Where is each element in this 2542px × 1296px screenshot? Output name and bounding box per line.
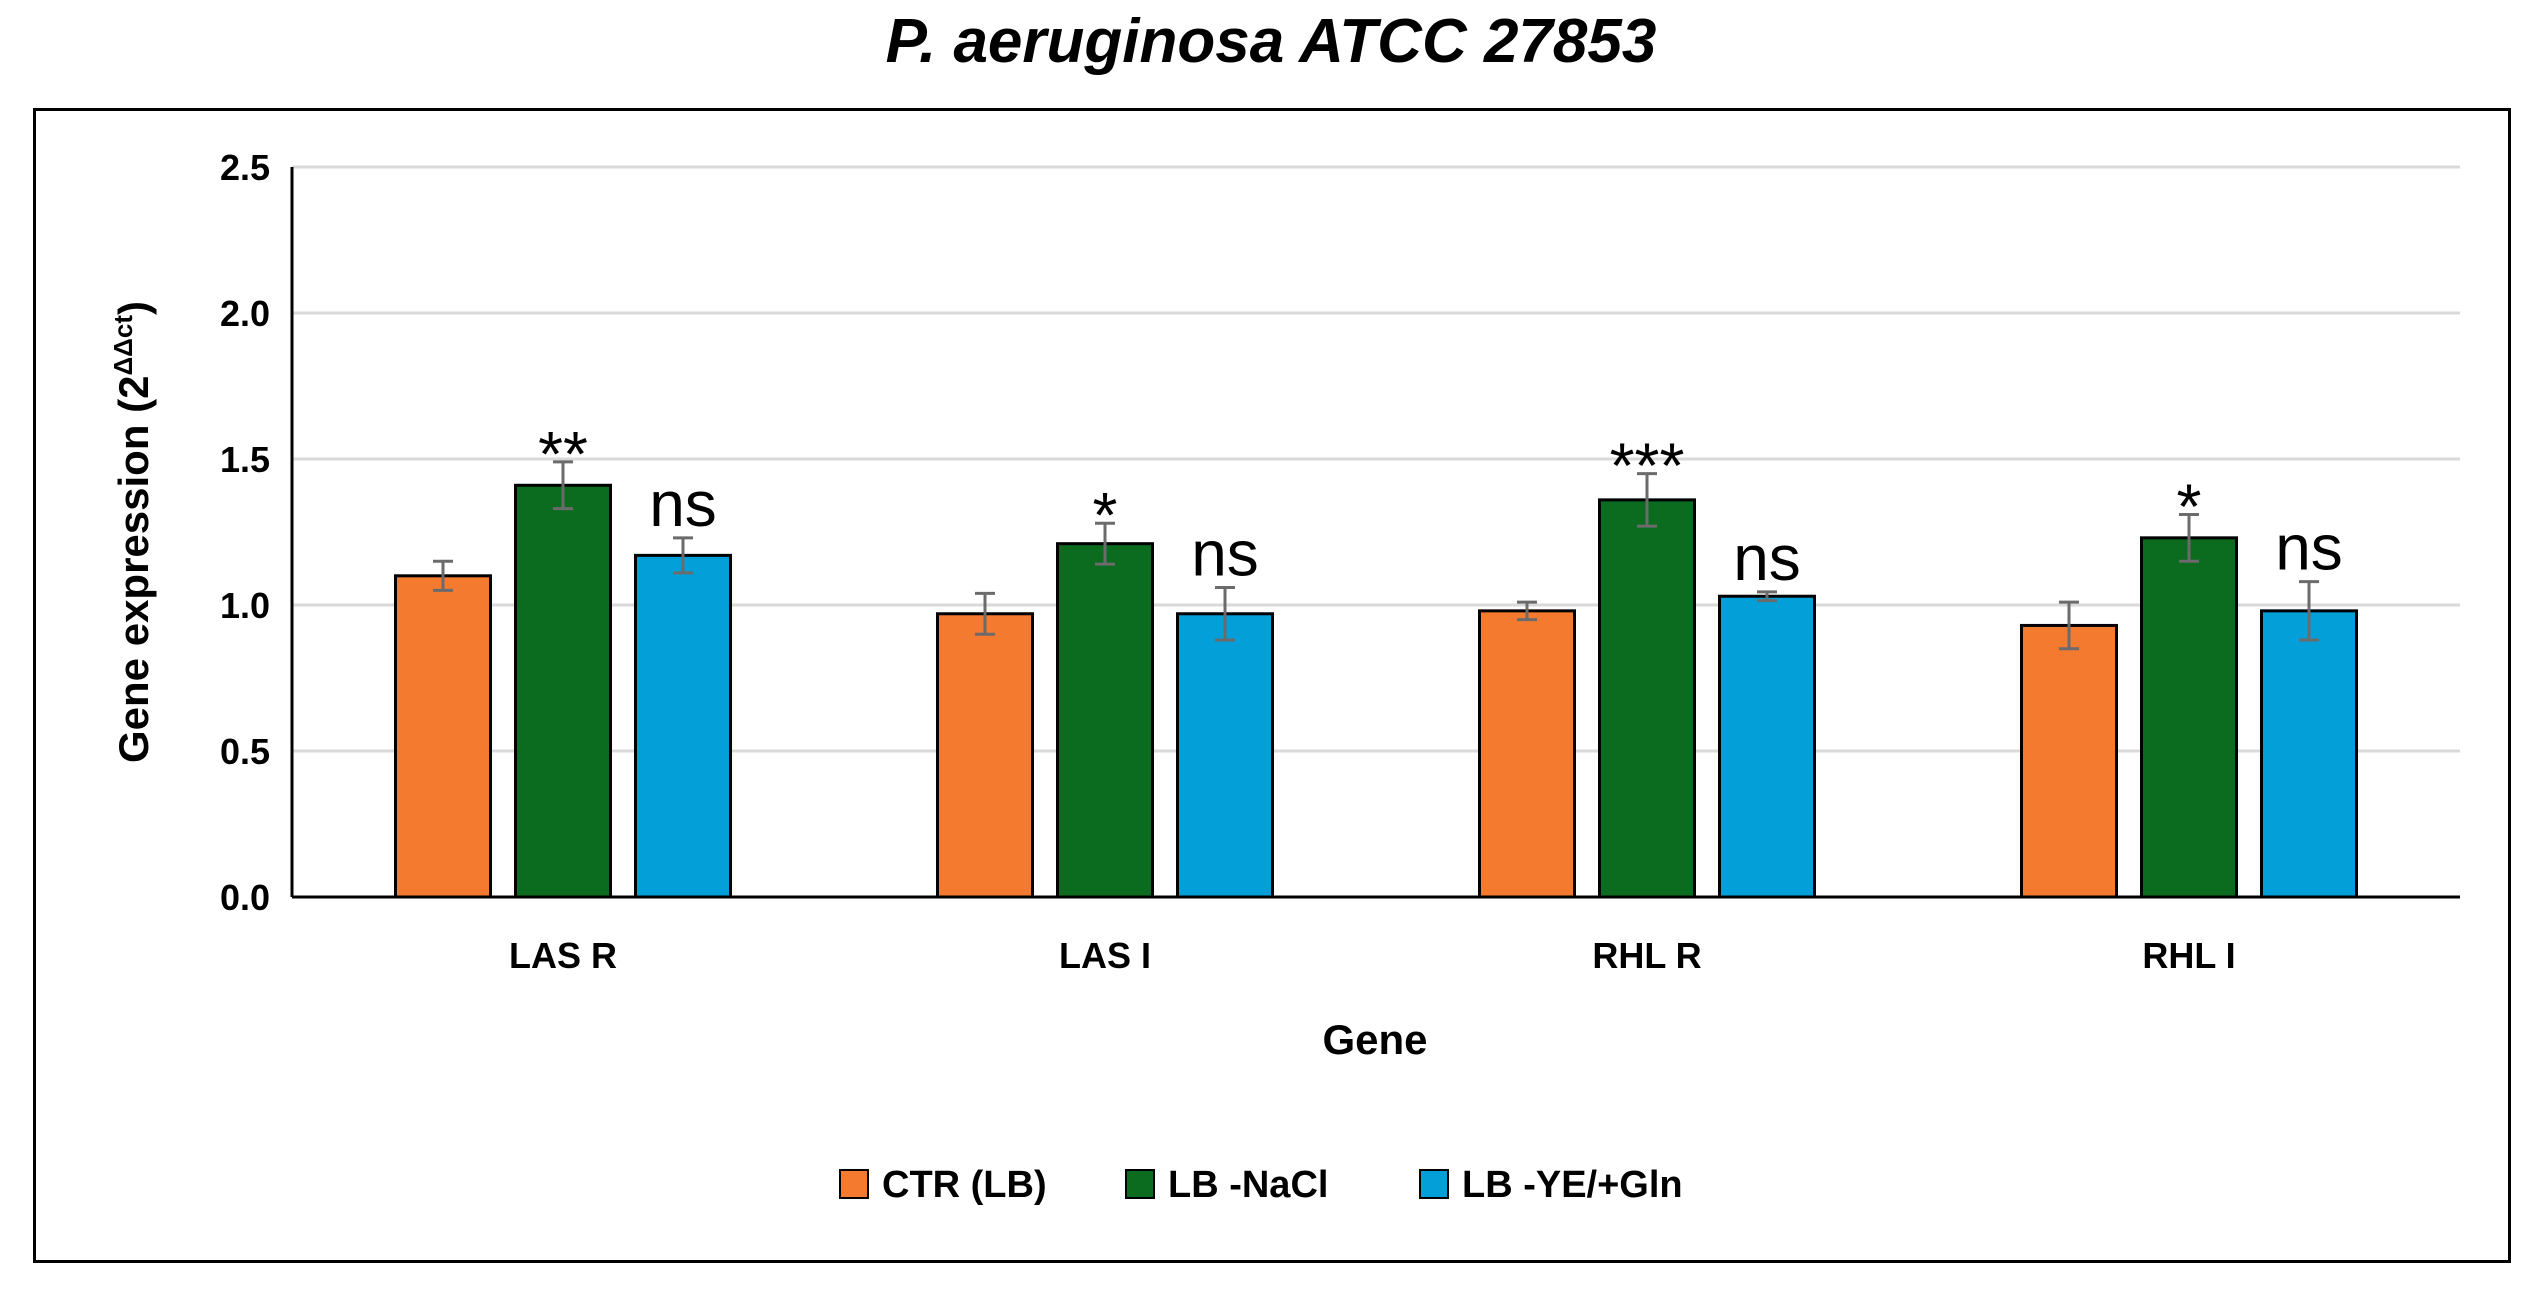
y-tick-labels: 0.0 0.5 1.0 1.5 2.0 2.5 bbox=[220, 147, 270, 918]
significance-labels: ** ns * ns *** ns * ns bbox=[538, 418, 2343, 594]
x-category-label: LAS R bbox=[509, 935, 617, 976]
error-bar bbox=[673, 536, 693, 575]
legend-swatch bbox=[1419, 1169, 1449, 1199]
legend-item: LB -YE/+Gln bbox=[1419, 1164, 1683, 1206]
bar-lb-nacl-las-i bbox=[1056, 542, 1154, 899]
error-bar bbox=[553, 460, 573, 511]
y-axis-title: Gene expression (2ΔΔct) bbox=[108, 301, 157, 763]
error-bar bbox=[2059, 600, 2079, 651]
chart-title: P. aeruginosa ATCC 27853 bbox=[885, 7, 1657, 76]
x-axis-title: Gene bbox=[1322, 1016, 1427, 1063]
bar-lb-ye-gln-rhl-r bbox=[1718, 594, 1816, 899]
legend: CTR (LB) LB -NaCl LB -YE/+Gln bbox=[839, 1164, 1683, 1206]
error-bar bbox=[1095, 521, 1115, 566]
significance-label: ns bbox=[649, 468, 717, 540]
bar-lb-ye-gln-las-i bbox=[1176, 612, 1274, 899]
bar-ctr-lb--rhl-r bbox=[1478, 609, 1576, 899]
error-bar bbox=[2299, 580, 2319, 642]
legend-item: LB -NaCl bbox=[1125, 1164, 1328, 1206]
y-axis-title-superscript: ΔΔct bbox=[108, 315, 138, 376]
significance-label: *** bbox=[1610, 430, 1685, 502]
axes bbox=[290, 167, 2460, 899]
error-bar bbox=[1517, 600, 1537, 622]
bar-lb-nacl-rhl-r bbox=[1598, 498, 1696, 899]
significance-label: ns bbox=[2275, 512, 2343, 584]
bar-lb-ye-gln-las-r bbox=[634, 553, 732, 899]
significance-label: * bbox=[2177, 470, 2202, 542]
chart-frame bbox=[33, 108, 2511, 1263]
y-tick-label: 1.5 bbox=[220, 439, 270, 480]
y-tick-label: 2.5 bbox=[220, 147, 270, 188]
legend-item: CTR (LB) bbox=[839, 1164, 1047, 1206]
y-axis-title-suffix: ) bbox=[110, 301, 157, 315]
y-tick-label: 0.5 bbox=[220, 731, 270, 772]
significance-label: * bbox=[1093, 479, 1118, 551]
significance-label: ** bbox=[538, 418, 588, 490]
legend-swatch bbox=[839, 1169, 869, 1199]
significance-label: ns bbox=[1733, 522, 1801, 594]
error-bar bbox=[975, 591, 995, 636]
error-bar bbox=[433, 559, 453, 592]
x-category-label: LAS I bbox=[1059, 935, 1151, 976]
legend-label: LB -YE/+Gln bbox=[1462, 1164, 1683, 1206]
x-category-label: RHL I bbox=[2142, 935, 2235, 976]
error-bar bbox=[1637, 472, 1657, 528]
error-bar bbox=[1757, 590, 1777, 603]
bar-ctr-lb--las-r bbox=[394, 574, 492, 899]
legend-swatch bbox=[1125, 1169, 1155, 1199]
x-category-label: RHL R bbox=[1592, 935, 1701, 976]
bar-lb-nacl-rhl-i bbox=[2140, 536, 2238, 899]
bar-ctr-lb--las-i bbox=[936, 612, 1034, 899]
legend-label: CTR (LB) bbox=[882, 1164, 1047, 1206]
y-axis-title-main: Gene expression (2 bbox=[110, 376, 157, 764]
y-tick-label: 1.0 bbox=[220, 585, 270, 626]
bar-lb-nacl-las-r bbox=[514, 483, 612, 899]
gridlines bbox=[292, 165, 2460, 753]
error-bar bbox=[1215, 585, 1235, 642]
y-tick-label: 2.0 bbox=[220, 293, 270, 334]
x-category-labels: LAS R LAS I RHL R RHL I bbox=[509, 935, 2236, 976]
bar-lb-ye-gln-rhl-i bbox=[2260, 609, 2358, 899]
bars bbox=[394, 460, 2358, 899]
error-bar bbox=[2179, 512, 2199, 563]
significance-label: ns bbox=[1191, 517, 1259, 589]
bar-ctr-lb--rhl-i bbox=[2020, 623, 2118, 899]
legend-label: LB -NaCl bbox=[1168, 1164, 1328, 1206]
y-tick-label: 0.0 bbox=[220, 877, 270, 918]
